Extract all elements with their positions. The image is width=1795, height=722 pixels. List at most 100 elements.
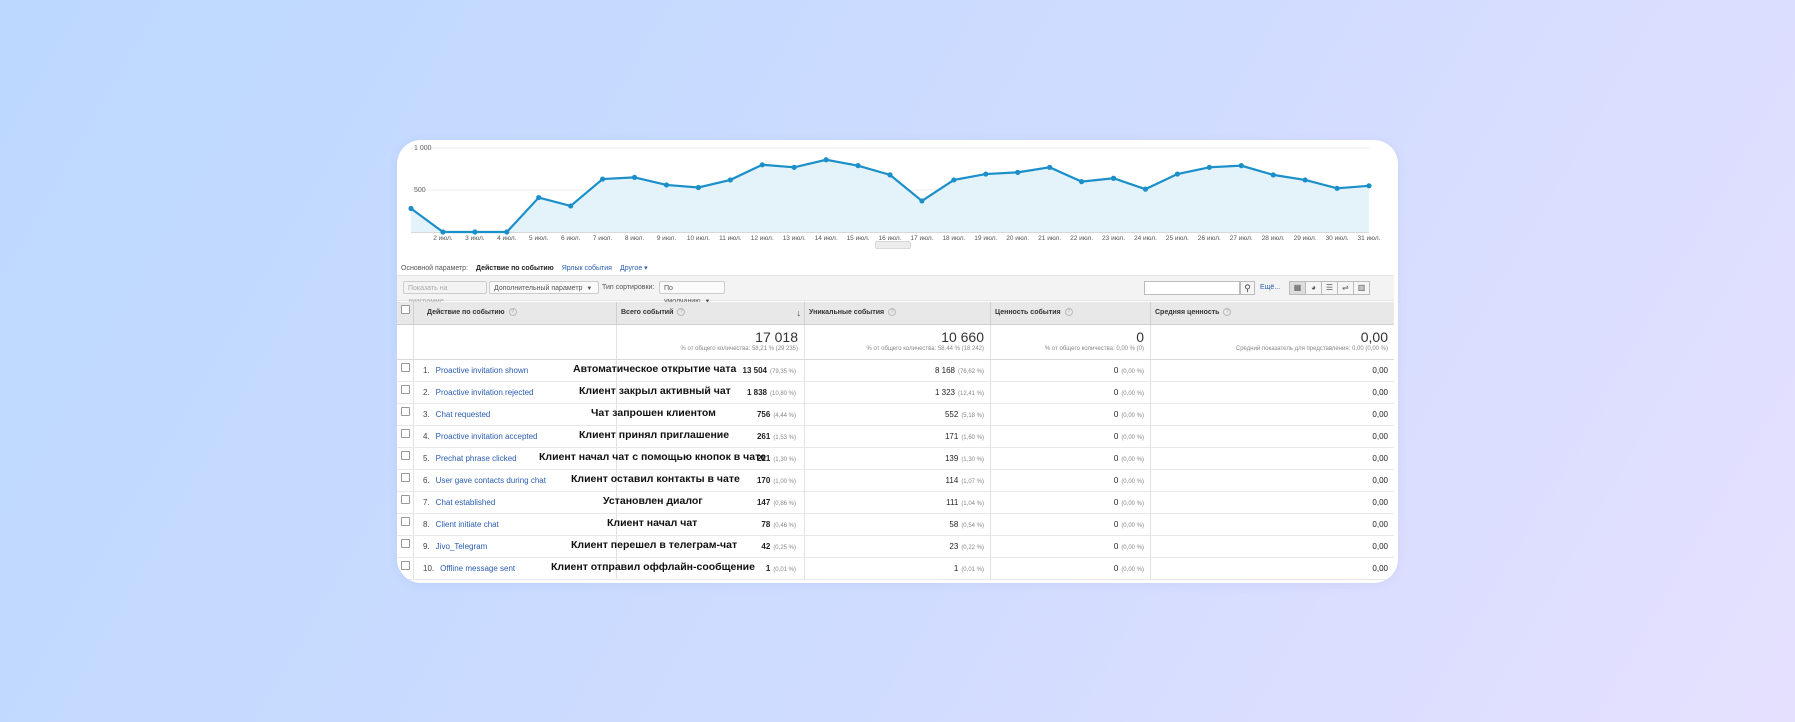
comparison-view-icon[interactable]: ⇌: [1337, 281, 1354, 295]
chart-resize-handle[interactable]: [875, 241, 911, 249]
total-events-cell: 1 838 (10,80 %): [616, 382, 804, 403]
row-checkbox[interactable]: [397, 360, 413, 381]
help-icon[interactable]: ?: [508, 308, 517, 317]
row-checkbox[interactable]: [397, 404, 413, 425]
caret-down-icon: ▾: [644, 265, 648, 272]
row-checkbox[interactable]: [397, 426, 413, 447]
data-point: [1366, 183, 1372, 189]
row-checkbox[interactable]: [397, 492, 413, 513]
row-checkbox[interactable]: [397, 536, 413, 557]
row-checkbox[interactable]: [397, 448, 413, 469]
data-point: [1302, 177, 1308, 183]
x-tick-label: 29 июл.: [1294, 235, 1317, 242]
performance-view-icon[interactable]: ☰: [1321, 281, 1338, 295]
data-point: [1206, 164, 1212, 170]
event-value-cell: 0 (0,00 %): [990, 536, 1150, 557]
header-event-value[interactable]: Ценность события?: [990, 302, 1150, 324]
avg-value-summary: 0,00 Средний показатель для представлени…: [1150, 325, 1394, 359]
avg-value-cell: 0,00: [1150, 514, 1394, 535]
dimension-event-label-link[interactable]: Ярлык события: [561, 264, 612, 272]
event-annotation: Клиент начал чат с помощью кнопок в чате: [539, 451, 767, 463]
data-point: [1238, 163, 1244, 169]
y-tick-label: 1 000: [414, 145, 432, 152]
row-checkbox[interactable]: [397, 558, 413, 579]
data-point: [1079, 179, 1085, 185]
plot-rows-button[interactable]: Показать на диаграмме: [403, 281, 487, 305]
secondary-dimension-dropdown[interactable]: Дополнительный параметр ▼: [489, 281, 599, 294]
search-icon[interactable]: ⚲: [1240, 281, 1255, 295]
avg-value-cell: 0,00: [1150, 470, 1394, 491]
event-value-cell: 0 (0,00 %): [990, 426, 1150, 447]
header-event-action[interactable]: Действие по событию?: [413, 302, 616, 324]
row-checkbox[interactable]: [397, 382, 413, 403]
help-icon[interactable]: ?: [888, 308, 897, 317]
data-point: [440, 229, 446, 235]
header-total-events[interactable]: Всего событий? ↓: [616, 302, 804, 324]
table-search-input[interactable]: [1144, 281, 1240, 295]
header-avg-value[interactable]: Средняя ценность?: [1150, 302, 1394, 324]
event-action-link[interactable]: Proactive invitation accepted: [435, 432, 538, 441]
help-icon[interactable]: ?: [1064, 308, 1073, 317]
event-action-link[interactable]: Client initiate chat: [435, 520, 499, 529]
data-point: [951, 177, 957, 183]
row-checkbox[interactable]: [397, 514, 413, 535]
event-value-cell: 0 (0,00 %): [990, 448, 1150, 469]
event-action-link[interactable]: Chat established: [435, 498, 496, 507]
row-checkbox[interactable]: [397, 470, 413, 491]
data-point: [1334, 185, 1340, 191]
total-events-cell: 170 (1,00 %): [616, 470, 804, 491]
total-events-cell: 78 (0,46 %): [616, 514, 804, 535]
event-action-link[interactable]: Jivo_Telegram: [435, 542, 488, 551]
sort-desc-icon: ↓: [796, 308, 802, 318]
data-point: [408, 205, 414, 212]
row-number: 7.: [423, 498, 430, 507]
select-all-checkbox[interactable]: [397, 302, 413, 324]
table-toolbar: Показать на диаграмме Дополнительный пар…: [397, 275, 1394, 305]
event-action-cell: 8. Client initiate chat: [413, 514, 616, 535]
pivot-view-icon[interactable]: ▥: [1353, 281, 1370, 295]
unique-events-cell: 139 (1,30 %): [804, 448, 990, 469]
unique-events-cell: 114 (1,07 %): [804, 470, 990, 491]
help-icon[interactable]: ?: [677, 308, 686, 317]
data-point: [823, 157, 829, 163]
x-tick-label: 4 июл.: [497, 235, 517, 242]
total-events-cell: 147 (0,86 %): [616, 492, 804, 513]
sort-type-dropdown[interactable]: По умолчанию▼: [659, 281, 725, 305]
data-point: [727, 177, 733, 183]
help-icon[interactable]: ?: [1223, 308, 1232, 317]
event-annotation: Клиент начал чат: [607, 517, 698, 529]
table-row: 3. Chat requested 756 (4,44 %) 552 (5,18 %) 0(…: [397, 404, 1394, 426]
event-action-link[interactable]: Proactive invitation shown: [435, 366, 529, 375]
table-view-icon[interactable]: ▦: [1289, 281, 1306, 295]
event-value-cell: 0 (0,00 %): [990, 360, 1150, 381]
event-action-link[interactable]: Chat requested: [435, 410, 491, 419]
pie-view-icon[interactable]: ◕: [1305, 281, 1322, 295]
advanced-more-link[interactable]: Ещё...: [1260, 284, 1281, 291]
total-events-cell: 13 504 (79,35 %): [616, 360, 804, 381]
avg-value-cell: 0,00: [1150, 382, 1394, 403]
event-action-link[interactable]: Proactive invitation rejected: [435, 388, 534, 397]
header-unique-events[interactable]: Уникальные события?: [804, 302, 990, 324]
x-tick-label: 20 июл.: [1006, 235, 1029, 242]
avg-value-cell: 0,00: [1150, 360, 1394, 381]
unique-events-cell: 23 (0,22 %): [804, 536, 990, 557]
event-action-link[interactable]: Offline message sent: [440, 564, 516, 573]
event-action-cell: 9. Jivo_Telegram: [413, 536, 616, 557]
x-tick-label: 23 июл.: [1102, 235, 1125, 242]
data-point: [472, 229, 478, 235]
x-tick-label: 7 июл.: [593, 235, 613, 242]
avg-value-cell: 0,00: [1150, 492, 1394, 513]
events-table: Действие по событию? Всего событий? ↓ Уни…: [397, 302, 1394, 580]
data-point: [631, 174, 638, 180]
event-annotation: Клиент принял приглашение: [579, 429, 730, 441]
table-row: 1. Proactive invitation shown 13 504 (79,35…: [397, 360, 1394, 382]
event-value-cell: 0 (0,00 %): [990, 492, 1150, 513]
event-action-link[interactable]: User gave contacts during chat: [435, 476, 546, 485]
event-value-cell: 0 (0,00 %): [990, 558, 1150, 579]
table-row: 8. Client initiate chat 78 (0,46 %) 58 (0,54 …: [397, 514, 1394, 536]
row-number: 8.: [423, 520, 430, 529]
dimension-other-dropdown[interactable]: Другое ▾: [619, 265, 648, 272]
x-tick-label: 17 июл.: [910, 235, 933, 242]
data-point: [568, 203, 574, 209]
event-action-link[interactable]: Prechat phrase clicked: [435, 454, 517, 463]
